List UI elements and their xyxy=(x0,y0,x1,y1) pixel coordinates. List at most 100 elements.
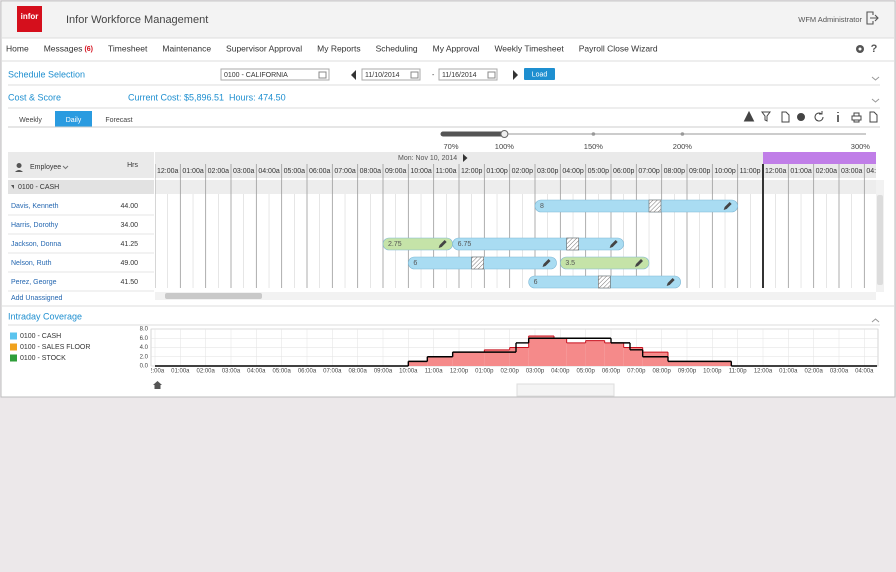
hour-label: 06:00a xyxy=(309,168,331,175)
employee-name[interactable]: Nelson, Ruth xyxy=(11,260,52,267)
x-tick-label: 10:00p xyxy=(703,369,722,375)
department-name[interactable]: 0100 - CASH xyxy=(20,333,61,340)
user-name[interactable]: WFM Administrator xyxy=(798,15,862,24)
y-tick-label: 6.0 xyxy=(140,336,149,342)
svg-text:?: ? xyxy=(871,43,878,55)
nav-item[interactable]: Messages xyxy=(44,43,83,53)
warning-icon[interactable] xyxy=(743,110,755,122)
export-icon[interactable] xyxy=(781,111,790,123)
hour-label: 04:00p xyxy=(562,168,584,175)
employee-hours: 44.00 xyxy=(120,203,138,210)
settings-icon[interactable] xyxy=(856,45,864,53)
person-icon xyxy=(15,163,23,172)
shift-break xyxy=(648,199,662,213)
end-date: 11/16/2014 xyxy=(442,72,477,79)
scheduled-step xyxy=(585,340,605,366)
nav-item[interactable]: Supervisor Approval xyxy=(226,43,302,53)
employee-header[interactable]: Employee xyxy=(30,164,61,171)
employee-name[interactable]: Perez, George xyxy=(11,279,57,286)
shift-break xyxy=(598,275,611,289)
hour-label: 07:00a xyxy=(334,168,356,175)
hour-label: 12:00a xyxy=(765,168,787,175)
slider-handle[interactable] xyxy=(500,130,509,138)
hour-label: 05:00p xyxy=(588,168,610,175)
x-tick-label: 04:00a xyxy=(247,369,266,375)
refresh-icon[interactable] xyxy=(814,111,824,122)
zoom-slider[interactable]: 70% 100% 150% 200% 300% xyxy=(440,130,870,151)
department-name[interactable]: 0100 - SALES FLOOR xyxy=(20,344,90,351)
x-tick-label: 01:00a xyxy=(171,369,190,375)
help-icon[interactable]: ? xyxy=(871,43,878,55)
v-scroll-thumb[interactable] xyxy=(877,195,883,285)
calendar-icon[interactable] xyxy=(410,71,419,79)
x-tick-label: 05:00a xyxy=(272,369,291,375)
scheduled-step xyxy=(604,342,624,366)
shift-bar[interactable] xyxy=(534,199,738,213)
nav-item[interactable]: My Reports xyxy=(317,43,360,53)
hour-label: 09:00p xyxy=(689,168,711,175)
department-name[interactable]: 0100 - STOCK xyxy=(20,355,66,362)
hour-label: 12:00p xyxy=(461,168,483,175)
tab[interactable]: Forecast xyxy=(105,117,132,124)
next-arrow[interactable] xyxy=(513,70,518,80)
hour-label: 01:00p xyxy=(486,168,508,175)
next-day-arrow[interactable] xyxy=(463,154,468,162)
h-scrollbar[interactable] xyxy=(155,292,876,300)
edit-icon[interactable] xyxy=(542,259,551,267)
shift-bar[interactable] xyxy=(452,237,624,251)
collapse-icon[interactable] xyxy=(871,76,880,81)
filter-icon[interactable] xyxy=(761,111,771,122)
nav-item[interactable]: My Approval xyxy=(433,43,480,53)
end-date-input[interactable] xyxy=(438,68,498,81)
edit-icon[interactable] xyxy=(723,202,732,210)
department-swatch xyxy=(10,332,17,340)
nav-item[interactable]: Maintenance xyxy=(162,43,211,53)
edit-icon[interactable] xyxy=(666,278,675,286)
document-icon[interactable] xyxy=(869,111,878,123)
sort-icon[interactable] xyxy=(62,165,69,170)
prev-arrow[interactable] xyxy=(351,70,356,80)
nav-item[interactable]: Payroll Close Wizard xyxy=(579,43,658,53)
employee-name[interactable]: Davis, Kenneth xyxy=(11,203,59,210)
calendar-icon[interactable] xyxy=(487,71,496,79)
load-button[interactable] xyxy=(524,68,555,80)
nav-bar: Home Messages (6) Timesheet Maintenance Super… xyxy=(6,43,658,53)
logout-icon[interactable] xyxy=(866,11,879,25)
nav-item[interactable]: Timesheet xyxy=(108,43,148,53)
nav-item[interactable]: Home xyxy=(6,43,29,53)
employee-name[interactable]: Jackson, Donna xyxy=(11,241,61,248)
edit-icon[interactable] xyxy=(635,259,643,267)
edit-icon[interactable] xyxy=(438,240,447,248)
home-icon[interactable] xyxy=(153,381,162,389)
start-date-input[interactable] xyxy=(361,68,421,81)
tab-active[interactable] xyxy=(55,111,92,127)
h-scroll-thumb[interactable] xyxy=(165,293,262,299)
scheduled-step xyxy=(408,361,428,366)
collapse-icon[interactable] xyxy=(871,98,880,103)
shift-bar[interactable] xyxy=(560,256,650,270)
employee-name[interactable]: Harris, Dorothy xyxy=(11,222,59,229)
edit-icon[interactable] xyxy=(609,240,618,248)
collapse-icon[interactable] xyxy=(871,318,880,323)
nav-item[interactable]: Weekly Timesheet xyxy=(494,43,564,53)
group-toggle[interactable] xyxy=(11,185,14,189)
x-tick-label: 04:00a xyxy=(855,369,874,375)
x-tick-label: 02:00a xyxy=(804,369,823,375)
settings-icon[interactable] xyxy=(797,113,805,121)
timeline-clip: 12:00a 01:00a 02:00a 03:00a 04:00a 05:00a 06:0… xyxy=(155,164,876,289)
tab[interactable]: Weekly xyxy=(19,117,42,124)
timeline-header xyxy=(155,152,876,178)
nav-item[interactable]: Scheduling xyxy=(376,43,418,53)
hours-header: Hrs xyxy=(127,162,138,169)
tab[interactable]: Daily xyxy=(66,117,82,124)
y-tick-label: 2.0 xyxy=(140,354,149,360)
x-tick-label: 02:00p xyxy=(500,369,519,375)
print-icon[interactable] xyxy=(851,112,862,123)
logo[interactable] xyxy=(17,6,42,32)
logo-text: infor xyxy=(21,12,39,21)
add-unassigned-link[interactable]: Add Unassigned xyxy=(11,295,62,302)
shift-hours: 2.75 xyxy=(388,241,402,248)
nav-badge[interactable]: (6) xyxy=(84,46,93,53)
location-select[interactable] xyxy=(220,68,330,81)
